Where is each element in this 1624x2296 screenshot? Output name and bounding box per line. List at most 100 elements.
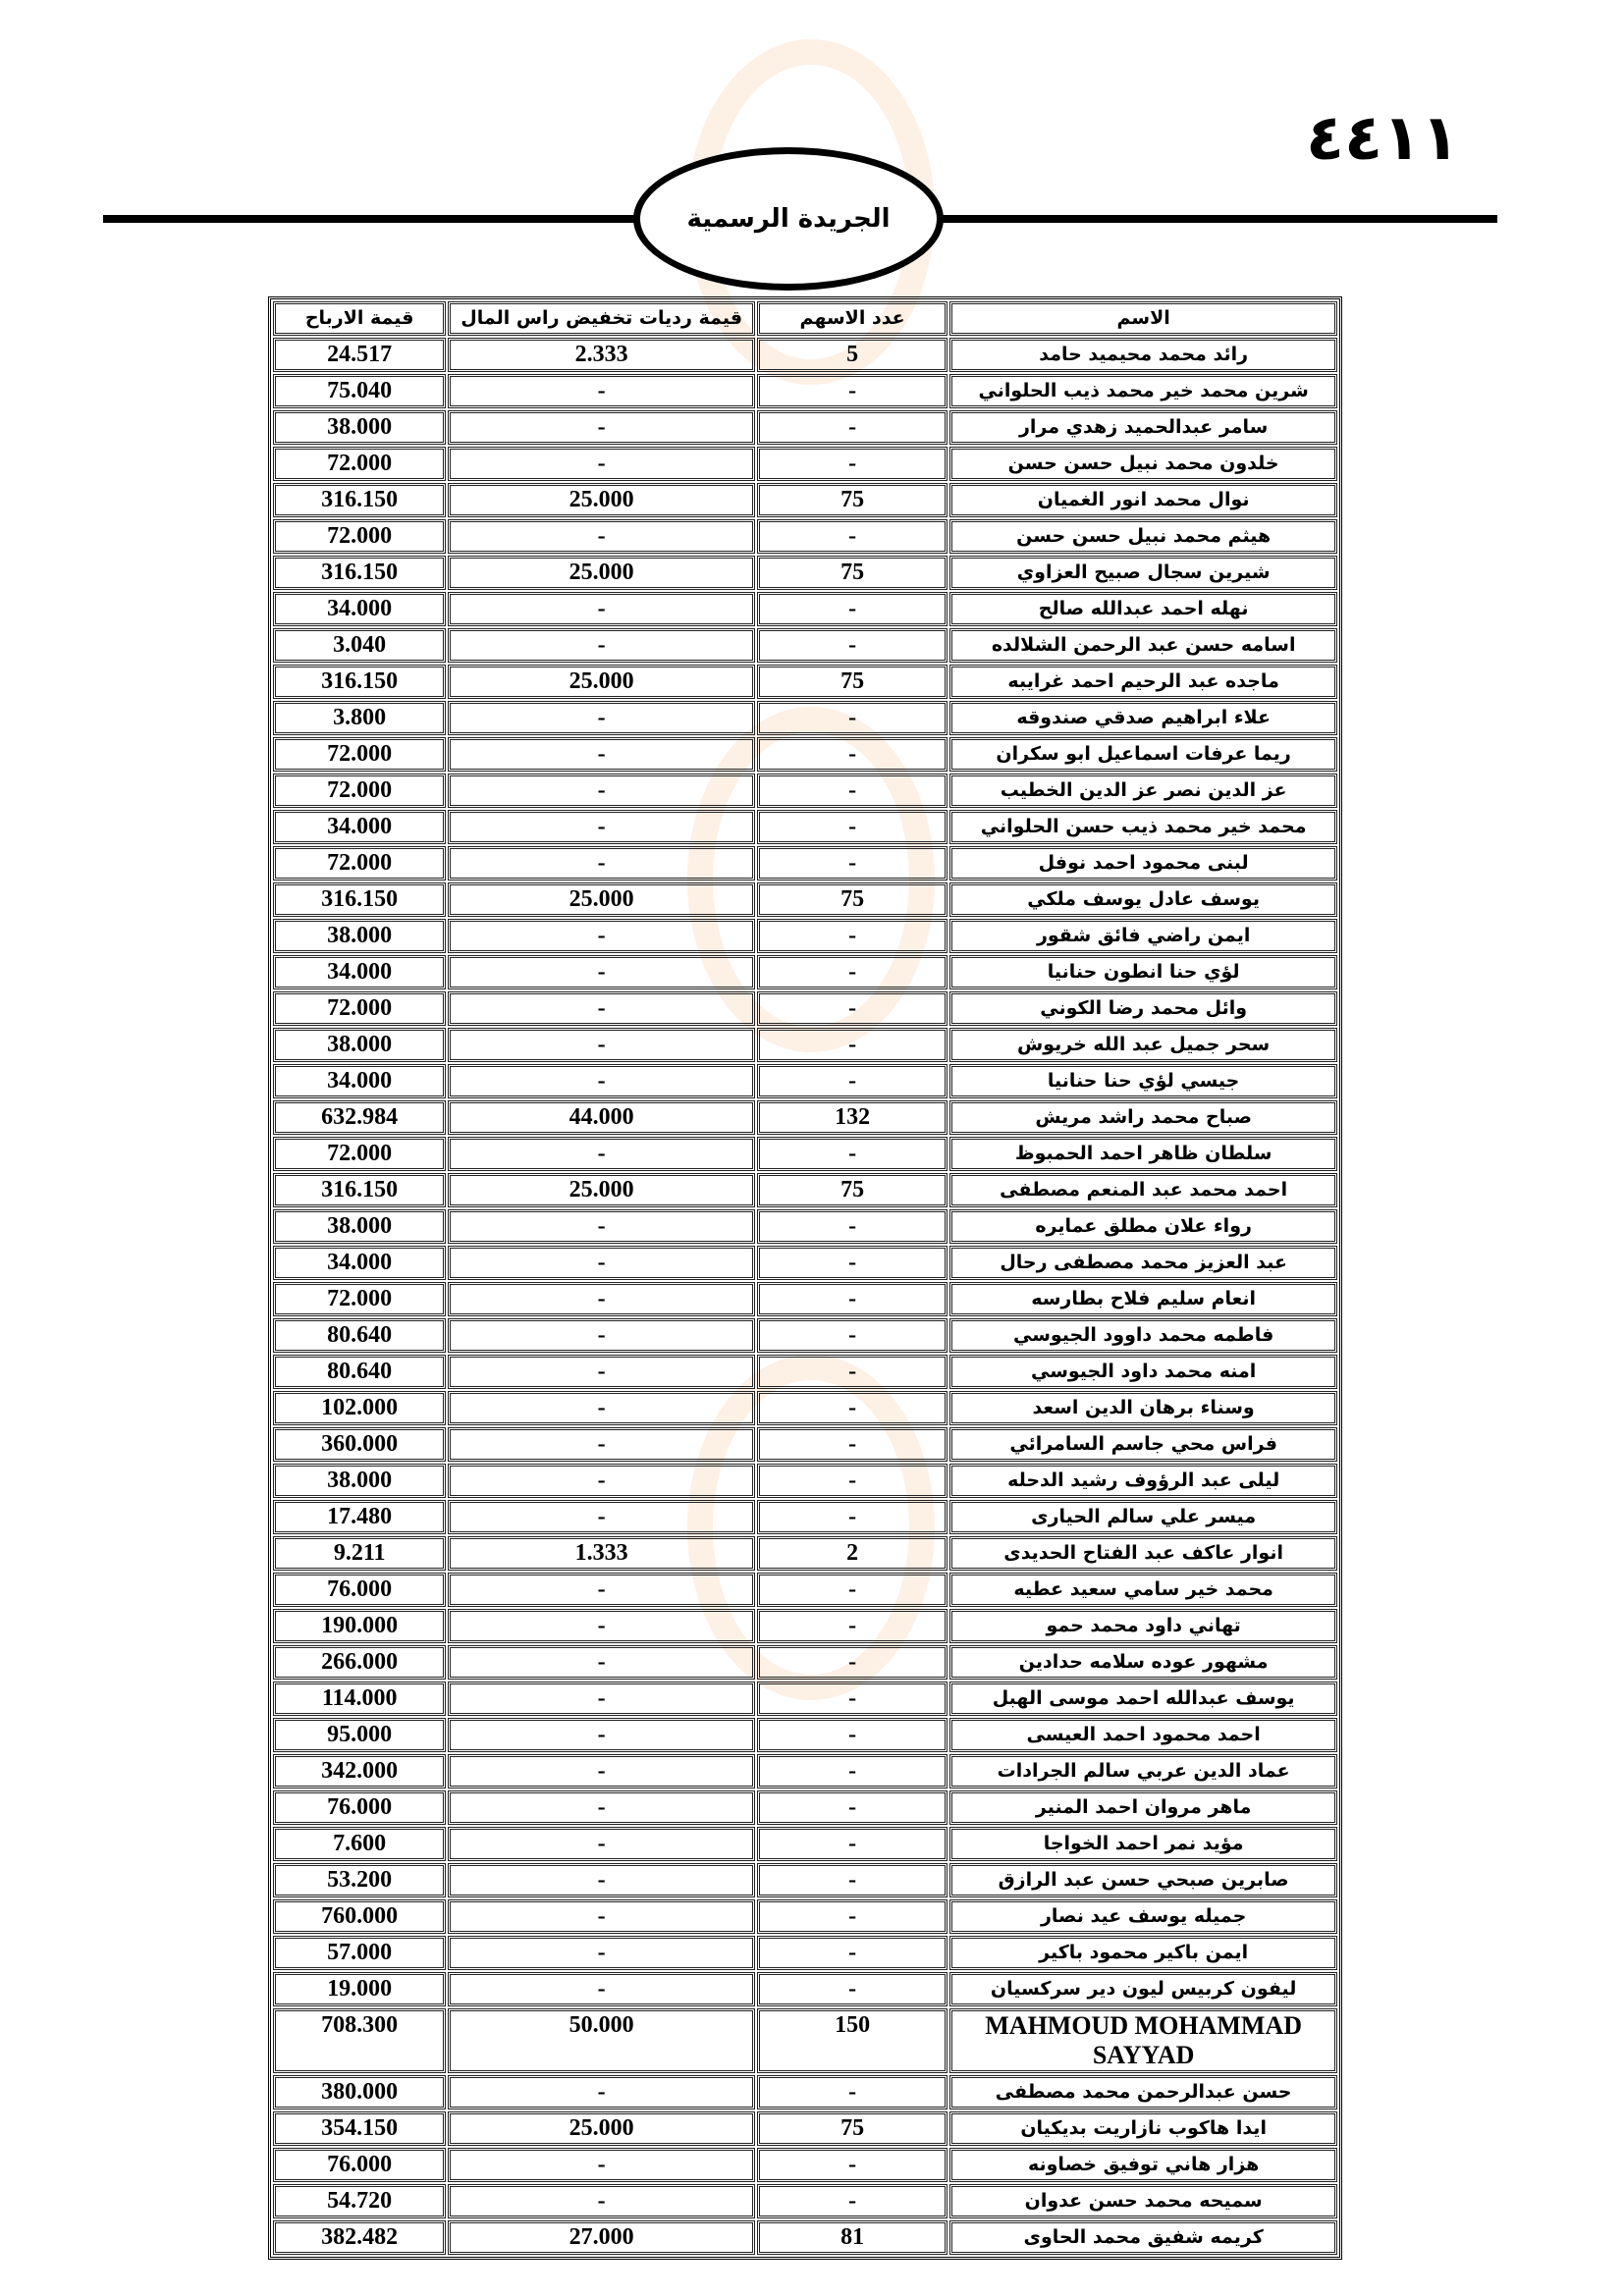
cell-shares: - bbox=[756, 2184, 948, 2218]
table-row: احمد محمد عبد المنعم مصطفى 75 25.000 316.15… bbox=[273, 1173, 1337, 1207]
table-row: رائد محمد محيميد حامد 5 2.333 24.517 bbox=[273, 338, 1337, 372]
cell-profits: 102.000 bbox=[273, 1391, 447, 1425]
cell-profits: 316.150 bbox=[273, 556, 447, 590]
cell-reduction: 25.000 bbox=[448, 483, 755, 517]
cell-profits: 57.000 bbox=[273, 1936, 447, 1970]
cell-profits: 632.984 bbox=[273, 1100, 447, 1135]
table-row: هزار هاني توفيق خصاونه - -76.000 bbox=[273, 2148, 1337, 2182]
table-row: لبنى محمود احمد نوفل - -72.000 bbox=[273, 846, 1337, 881]
table-row: لؤي حنا انطون حنانيا - -34.000 bbox=[273, 955, 1337, 989]
cell-name: انعام سليم فلاح بطارسه bbox=[949, 1282, 1337, 1316]
table-row: انوار عاكف عبد الفتاح الحديدى 2 1.333 9.211 bbox=[273, 1536, 1337, 1571]
cell-shares: - bbox=[756, 1500, 948, 1534]
cell-name: لؤي حنا انطون حنانيا bbox=[949, 955, 1337, 989]
cell-name: هزار هاني توفيق خصاونه bbox=[949, 2148, 1337, 2182]
cell-profits: 53.200 bbox=[273, 1863, 447, 1897]
cell-name: رواء علان مطلق عمايره bbox=[949, 1209, 1337, 1244]
cell-shares: - bbox=[756, 447, 948, 481]
cell-reduction: - bbox=[448, 1318, 755, 1353]
cell-profits: 38.000 bbox=[273, 1028, 447, 1062]
cell-reduction: - bbox=[448, 410, 755, 445]
shareholders-table: الاسم عدد الاسهم قيمة رديات تخفيض راس ال… bbox=[268, 296, 1342, 2260]
cell-name: ايمن باكير محمود باكير bbox=[949, 1936, 1337, 1970]
cell-name: فاطمه محمد داوود الجيوسي bbox=[949, 1318, 1337, 1353]
cell-reduction: - bbox=[448, 955, 755, 989]
cell-profits: 9.211 bbox=[273, 1536, 447, 1571]
cell-reduction: - bbox=[448, 991, 755, 1026]
table-row: ماهر مروان احمد المنير - -76.000 bbox=[273, 1790, 1337, 1825]
cell-profits: 17.480 bbox=[273, 1500, 447, 1534]
table-row: رواء علان مطلق عمايره - -38.000 bbox=[273, 1209, 1337, 1244]
cell-shares: - bbox=[756, 810, 948, 844]
cell-name: احمد محمد عبد المنعم مصطفى bbox=[949, 1173, 1337, 1207]
cell-profits: 72.000 bbox=[273, 1137, 447, 1171]
cell-reduction: - bbox=[448, 1427, 755, 1462]
cell-shares: - bbox=[756, 846, 948, 881]
cell-reduction: - bbox=[448, 1863, 755, 1897]
cell-profits: 360.000 bbox=[273, 1427, 447, 1462]
cell-shares: 2 bbox=[756, 1536, 948, 1571]
cell-profits: 76.000 bbox=[273, 1573, 447, 1607]
cell-name: صابرين صبحي حسن عبد الرازق bbox=[949, 1863, 1337, 1897]
cell-profits: 34.000 bbox=[273, 810, 447, 844]
cell-reduction: - bbox=[448, 1028, 755, 1062]
page-number: ٤٤١١ bbox=[1306, 102, 1460, 175]
cell-name: وسناء برهان الدين اسعد bbox=[949, 1391, 1337, 1425]
cell-shares: - bbox=[756, 1137, 948, 1171]
cell-shares: - bbox=[756, 1609, 948, 1643]
cell-name: ليلى عبد الرؤوف رشيد الدحله bbox=[949, 1464, 1337, 1498]
cell-name: مشهور عوده سلامه حدادين bbox=[949, 1645, 1337, 1680]
cell-reduction: - bbox=[448, 1500, 755, 1534]
table-row: عز الدين نصر عز الدين الخطيب - -72.000 bbox=[273, 774, 1337, 808]
cell-shares: 75 bbox=[756, 2111, 948, 2146]
cell-shares: - bbox=[756, 374, 948, 408]
cell-name: نهله احمد عبدالله صالح bbox=[949, 592, 1337, 626]
cell-reduction: - bbox=[448, 2148, 755, 2182]
cell-profits: 95.000 bbox=[273, 1718, 447, 1752]
cell-shares: - bbox=[756, 1064, 948, 1098]
cell-shares: - bbox=[756, 737, 948, 772]
table-row: سامر عبدالحميد زهدي مرار - -38.000 bbox=[273, 410, 1337, 445]
cell-profits: 38.000 bbox=[273, 410, 447, 445]
cell-reduction: - bbox=[448, 1464, 755, 1498]
cell-profits: 76.000 bbox=[273, 2148, 447, 2182]
cell-shares: - bbox=[756, 701, 948, 735]
cell-profits: 72.000 bbox=[273, 991, 447, 1026]
table-row: ليلى عبد الرؤوف رشيد الدحله - -38.000 bbox=[273, 1464, 1337, 1498]
cell-reduction: - bbox=[448, 628, 755, 663]
table-row: محمد خير سامي سعيد عطيه - -76.000 bbox=[273, 1573, 1337, 1607]
cell-profits: 72.000 bbox=[273, 846, 447, 881]
cell-profits: 80.640 bbox=[273, 1318, 447, 1353]
cell-name: ايدا هاكوب نازاريت بديكيان bbox=[949, 2111, 1337, 2146]
cell-shares: 150 bbox=[756, 2008, 948, 2073]
cell-shares: - bbox=[756, 1464, 948, 1498]
table-row: هيثم محمد نبيل حسن حسن - -72.000 bbox=[273, 519, 1337, 554]
cell-profits: 316.150 bbox=[273, 483, 447, 517]
cell-name: امنه محمد داود الجيوسي bbox=[949, 1355, 1337, 1389]
table-row: سحر جميل عبد الله خريوش - -38.000 bbox=[273, 1028, 1337, 1062]
cell-profits: 316.150 bbox=[273, 665, 447, 699]
cell-shares: 75 bbox=[756, 1173, 948, 1207]
cell-shares: - bbox=[756, 955, 948, 989]
table-row: سميحه محمد حسن عدوان - -54.720 bbox=[273, 2184, 1337, 2218]
cell-name: صباح محمد راشد مريش bbox=[949, 1100, 1337, 1135]
cell-reduction: - bbox=[448, 1246, 755, 1280]
cell-reduction: - bbox=[448, 810, 755, 844]
cell-shares: - bbox=[756, 1790, 948, 1825]
cell-name: حسن عبدالرحمن محمد مصطفى bbox=[949, 2075, 1337, 2109]
table-row: ريما عرفات اسماعيل ابو سكران - -72.000 bbox=[273, 737, 1337, 772]
cell-shares: - bbox=[756, 1936, 948, 1970]
cell-reduction: 27.000 bbox=[448, 2220, 755, 2255]
cell-reduction: - bbox=[448, 519, 755, 554]
cell-name: عماد الدين عربي سالم الجرادات bbox=[949, 1754, 1337, 1789]
cell-shares: - bbox=[756, 1209, 948, 1244]
cell-name: مؤيد نمر احمد الخواجا bbox=[949, 1827, 1337, 1861]
cell-shares: - bbox=[756, 1282, 948, 1316]
header-name: الاسم bbox=[949, 301, 1337, 336]
cell-profits: 316.150 bbox=[273, 1173, 447, 1207]
table-row: محمد خير محمد ذيب حسن الحلواني - -34.000 bbox=[273, 810, 1337, 844]
cell-profits: 75.040 bbox=[273, 374, 447, 408]
cell-profits: 72.000 bbox=[273, 774, 447, 808]
table-row: عماد الدين عربي سالم الجرادات - -342.000 bbox=[273, 1754, 1337, 1789]
cell-shares: - bbox=[756, 592, 948, 626]
